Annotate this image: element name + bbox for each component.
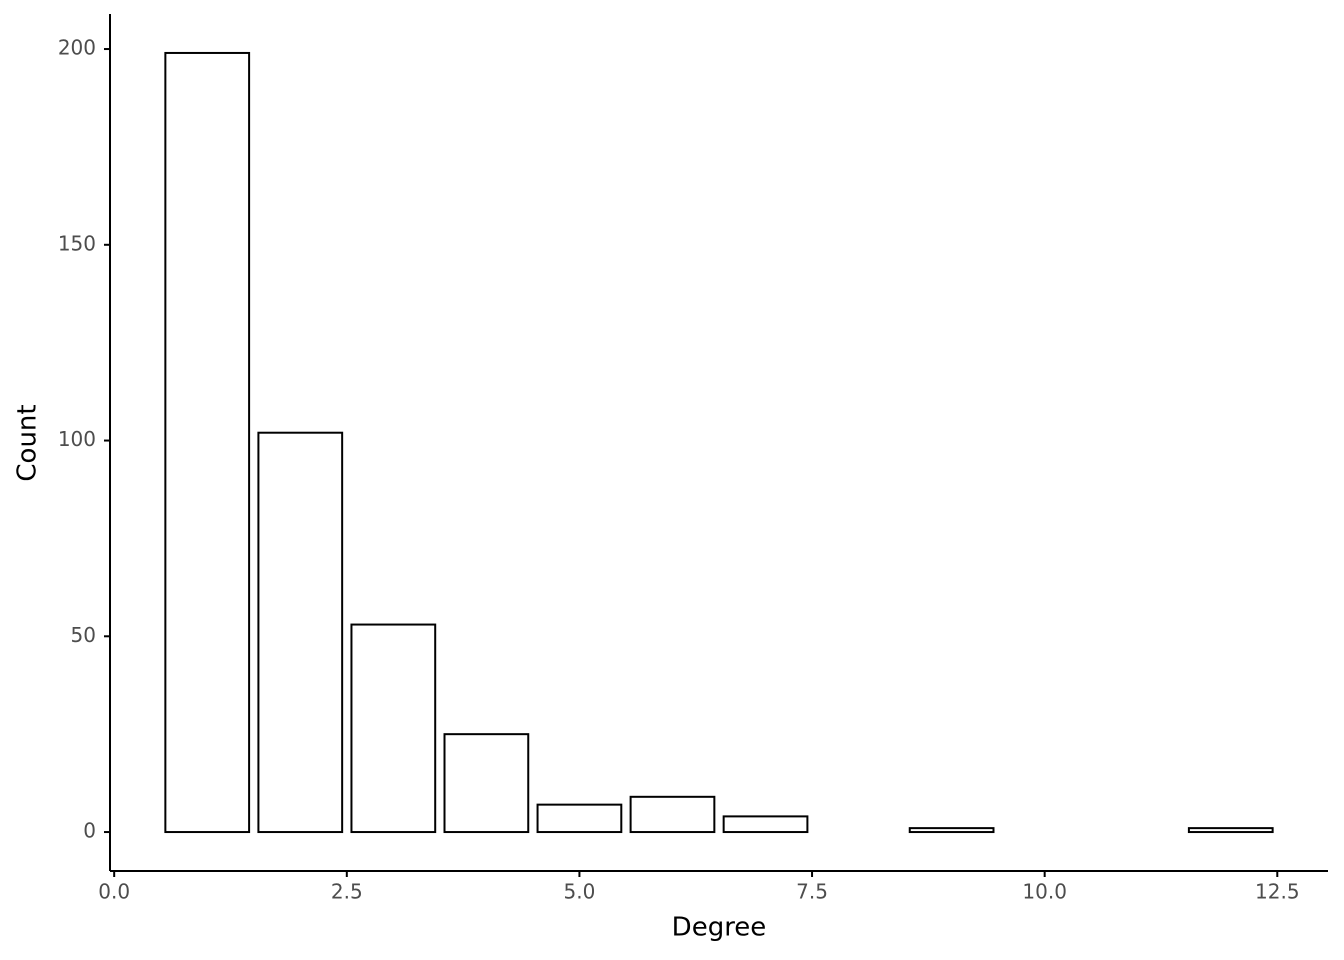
bar bbox=[257, 431, 344, 834]
bar bbox=[722, 815, 809, 834]
bar bbox=[350, 623, 437, 834]
x-tick-label: 5.0 bbox=[564, 880, 596, 904]
x-axis-title: Degree bbox=[672, 913, 767, 943]
y-tick-label: 100 bbox=[58, 427, 96, 451]
y-tick-label: 200 bbox=[58, 36, 96, 60]
y-axis-title: Count bbox=[13, 404, 43, 481]
bar bbox=[536, 803, 623, 834]
x-tick-label: 0.0 bbox=[98, 880, 130, 904]
y-tick-label: 0 bbox=[83, 819, 96, 843]
x-tick-label: 7.5 bbox=[796, 880, 828, 904]
y-tick-label: 50 bbox=[71, 623, 96, 647]
bar bbox=[1187, 827, 1274, 834]
bar bbox=[443, 733, 530, 834]
x-tick-label: 2.5 bbox=[331, 880, 363, 904]
x-tick-label: 12.5 bbox=[1255, 880, 1300, 904]
x-tick-label: 10.0 bbox=[1022, 880, 1067, 904]
bar bbox=[629, 795, 716, 834]
y-tick-label: 150 bbox=[58, 231, 96, 255]
bar bbox=[164, 51, 251, 834]
bar bbox=[908, 827, 995, 834]
